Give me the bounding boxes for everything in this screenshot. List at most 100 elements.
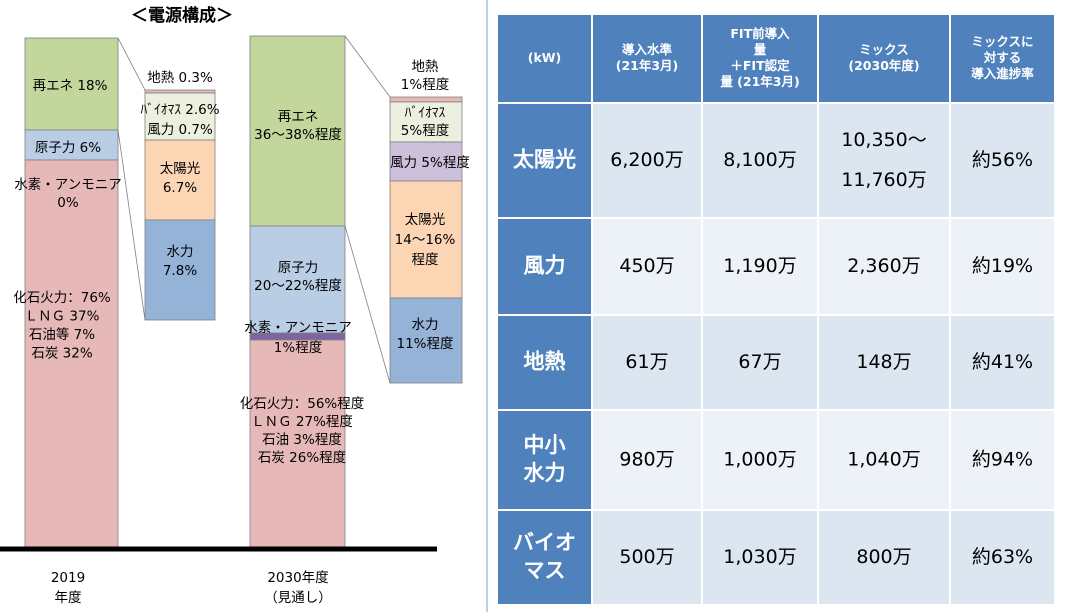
cell-text: 約94% (972, 449, 1033, 471)
header-text: 量 (754, 42, 767, 57)
label: 石油等 7% (29, 326, 95, 343)
label: 7.8% (163, 263, 197, 279)
label: 原子力 6% (35, 140, 101, 156)
label: ＬＮＧ 27%程度 (251, 414, 353, 430)
label: 0% (57, 195, 79, 211)
label: 水素・アンモニア (244, 320, 351, 336)
header-text: 対する (983, 50, 1022, 65)
segment (389, 141, 463, 182)
label: ﾊﾞｲｵﾏｽ (405, 105, 446, 121)
segment (389, 180, 463, 299)
cell-text: 約19% (972, 255, 1033, 277)
diagram (24, 35, 463, 549)
row-label: 地熱 (524, 350, 566, 374)
label: 再エネ 18% (33, 78, 108, 94)
row-header (496, 509, 593, 606)
label: 水力 (167, 244, 194, 260)
cell (591, 509, 703, 606)
cell (591, 409, 703, 511)
segment (144, 139, 216, 221)
label: 1%程度 (401, 77, 449, 93)
label: 太陽光 (160, 161, 201, 177)
header-text: FIT前導入 (730, 26, 790, 41)
label: 水力 (412, 317, 439, 333)
label: （見通し） (264, 590, 332, 606)
cell-text: 10,350～ (841, 129, 926, 151)
connector (117, 129, 146, 321)
segment (144, 92, 216, 141)
connector (117, 37, 146, 91)
cell-text: 約63% (972, 546, 1033, 568)
cell-text: 約56% (972, 149, 1033, 171)
cell (591, 217, 703, 316)
cell (949, 102, 1056, 219)
label: 5%程度 (401, 123, 449, 139)
label: 6.7% (163, 180, 197, 196)
label: 原子力 (278, 260, 319, 276)
connector (344, 35, 391, 98)
connector (344, 225, 391, 384)
cell (949, 217, 1056, 316)
segment (249, 339, 346, 549)
label: 地熱 (412, 59, 439, 75)
cell-text: 450万 (619, 255, 674, 277)
segment (24, 129, 119, 161)
header-text: 導入進捗率 (971, 66, 1034, 81)
segment (144, 89, 216, 94)
row-label: 太陽光 (513, 148, 576, 172)
cell (817, 102, 951, 219)
cell-text: 1,000万 (723, 449, 796, 471)
label: ＬＮＧ 37% (25, 309, 100, 325)
label: 年度 (55, 590, 82, 606)
row-label: マス (524, 559, 566, 583)
diagram-title: ＜電源構成＞ (131, 5, 233, 26)
row-header (496, 102, 593, 219)
segment (389, 96, 463, 103)
cell-text: 800万 (856, 546, 911, 568)
header-text: 導入水準 (622, 42, 673, 57)
header-cell (817, 13, 951, 104)
cell (591, 314, 703, 411)
cell-text: 67万 (738, 351, 781, 373)
header-cell (496, 13, 593, 104)
label: 2019 (51, 570, 85, 586)
segment (249, 35, 346, 227)
label: 地熱 0.3% (147, 70, 213, 86)
header-text: ミックスに (971, 34, 1033, 49)
cell-text: 11,760万 (841, 169, 926, 191)
row-label: バイオ (513, 531, 576, 555)
label: 太陽光 (405, 212, 446, 228)
header-text: 量 (21年3月) (720, 74, 799, 89)
label: 程度 (412, 252, 439, 268)
cell (949, 409, 1056, 511)
row-header (496, 409, 593, 511)
segment (249, 225, 346, 334)
label: ﾊﾞｲｵﾏｽ 2.6% (140, 102, 219, 118)
label: 14～16% (395, 232, 456, 248)
cell (817, 509, 951, 606)
header-text: ミックス (859, 42, 909, 57)
cell-text: 1,030万 (723, 546, 796, 568)
header-text: (2030年度) (848, 58, 919, 73)
row-label: 風力 (524, 254, 566, 278)
segment (24, 159, 119, 549)
header-cell (701, 13, 819, 104)
row-label: 水力 (524, 461, 566, 485)
label: 石炭 26%程度 (258, 450, 346, 466)
cell-text: 148万 (856, 351, 911, 373)
header-text: (kW) (528, 50, 562, 65)
segment (24, 37, 119, 131)
cell (949, 509, 1056, 606)
cell-text: 1,040万 (847, 449, 920, 471)
cell-text: 2,360万 (847, 255, 920, 277)
cell-text: 500万 (619, 546, 674, 568)
label: 石油 3%程度 (262, 432, 342, 448)
cell-text: 約41% (972, 351, 1033, 373)
cell (591, 102, 703, 219)
label: 1%程度 (274, 340, 322, 356)
label: 20～22%程度 (254, 278, 342, 294)
cell-text: 8,100万 (723, 149, 796, 171)
cell-text: 980万 (619, 449, 674, 471)
